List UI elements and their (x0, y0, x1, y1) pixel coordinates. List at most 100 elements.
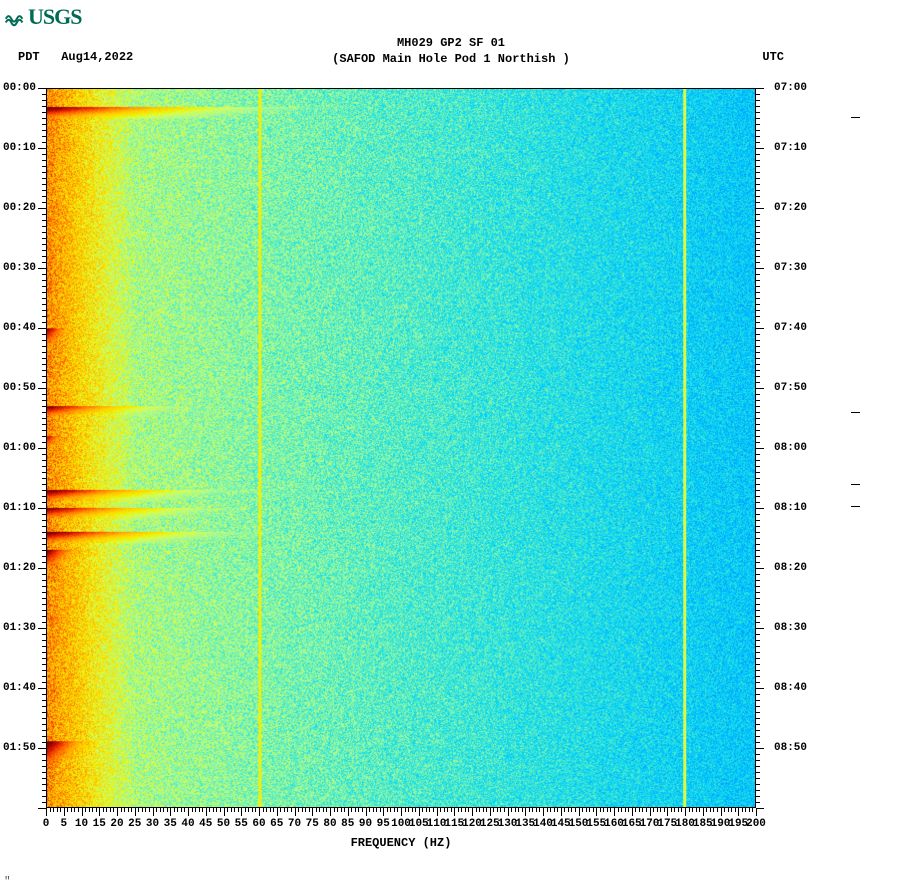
x-tick (419, 808, 420, 816)
y-tick (42, 574, 46, 575)
y-tick (42, 394, 46, 395)
y-tick (42, 412, 46, 413)
x-tick (735, 808, 736, 812)
y-tick (42, 682, 46, 683)
y-tick (42, 274, 46, 275)
x-tick (635, 808, 636, 812)
aux-tick (851, 412, 860, 413)
y-tick (42, 670, 46, 671)
x-tick (543, 808, 544, 816)
y-tick (756, 772, 760, 773)
x-tick (71, 808, 72, 812)
x-tick (291, 808, 292, 812)
y-tick-label: 08:40 (774, 682, 807, 694)
x-tick (220, 808, 221, 812)
x-tick (497, 808, 498, 812)
x-tick (92, 808, 93, 812)
y-tick (42, 490, 46, 491)
y-tick-label: 08:20 (774, 562, 807, 574)
y-tick (42, 370, 46, 371)
x-tick (756, 808, 757, 816)
x-tick (170, 808, 171, 816)
y-tick (756, 136, 760, 137)
x-tick (206, 808, 207, 816)
x-tick (564, 808, 565, 812)
y-tick (42, 262, 46, 263)
x-tick (145, 808, 146, 812)
x-tick (110, 808, 111, 812)
y-tick (42, 772, 46, 773)
y-tick (756, 262, 760, 263)
x-tick (270, 808, 271, 812)
x-tick (625, 808, 626, 812)
y-tick (756, 610, 760, 611)
x-tick (241, 808, 242, 816)
x-tick-label: 10 (75, 818, 88, 830)
x-tick-label: 85 (341, 818, 354, 830)
x-tick (192, 808, 193, 812)
x-tick (422, 808, 423, 812)
y-tick (42, 760, 46, 761)
y-tick (42, 310, 46, 311)
y-tick (42, 430, 46, 431)
y-tick (42, 244, 46, 245)
x-tick-label: 0 (43, 818, 50, 830)
y-tick (756, 172, 760, 173)
x-tick (53, 808, 54, 812)
x-tick (106, 808, 107, 812)
x-tick (163, 808, 164, 812)
y-tick (756, 238, 760, 239)
x-tick (600, 808, 601, 812)
y-axis-left: 00:0000:1000:2000:3000:4000:5001:0001:10… (0, 88, 46, 808)
x-tick (156, 808, 157, 812)
y-tick (42, 754, 46, 755)
usgs-logo: USGS (4, 4, 81, 30)
y-tick (756, 694, 760, 695)
y-tick (42, 592, 46, 593)
x-tick (383, 808, 384, 816)
x-tick (131, 808, 132, 812)
y-tick (756, 424, 760, 425)
x-tick (752, 808, 753, 812)
y-tick (42, 202, 46, 203)
x-tick (167, 808, 168, 812)
x-tick (376, 808, 377, 812)
x-tick (664, 808, 665, 812)
y-tick (756, 352, 760, 353)
y-tick (756, 256, 760, 257)
x-tick (529, 808, 530, 812)
y-tick (42, 376, 46, 377)
y-tick (756, 730, 760, 731)
x-tick (742, 808, 743, 812)
x-tick (284, 808, 285, 812)
y-tick (756, 544, 760, 545)
y-tick (42, 214, 46, 215)
x-tick (255, 808, 256, 812)
x-tick (575, 808, 576, 812)
x-tick (479, 808, 480, 812)
x-tick (50, 808, 51, 812)
y-tick (42, 472, 46, 473)
y-tick (42, 478, 46, 479)
x-tick (277, 808, 278, 816)
x-tick (248, 808, 249, 812)
y-tick (42, 418, 46, 419)
y-tick (756, 604, 760, 605)
x-tick (699, 808, 700, 812)
y-tick (756, 328, 764, 329)
y-tick-label: 01:30 (3, 622, 36, 634)
y-tick (756, 682, 760, 683)
x-tick (461, 808, 462, 812)
y-tick (756, 778, 760, 779)
y-tick (756, 184, 760, 185)
y-tick (756, 322, 760, 323)
y-tick (42, 166, 46, 167)
y-tick (756, 466, 760, 467)
y-tick (756, 448, 764, 449)
x-tick (681, 808, 682, 812)
x-tick-label: 200 (746, 818, 766, 830)
y-tick (756, 388, 764, 389)
x-tick (447, 808, 448, 812)
y-tick (756, 670, 760, 671)
y-tick-label: 00:30 (3, 262, 36, 274)
